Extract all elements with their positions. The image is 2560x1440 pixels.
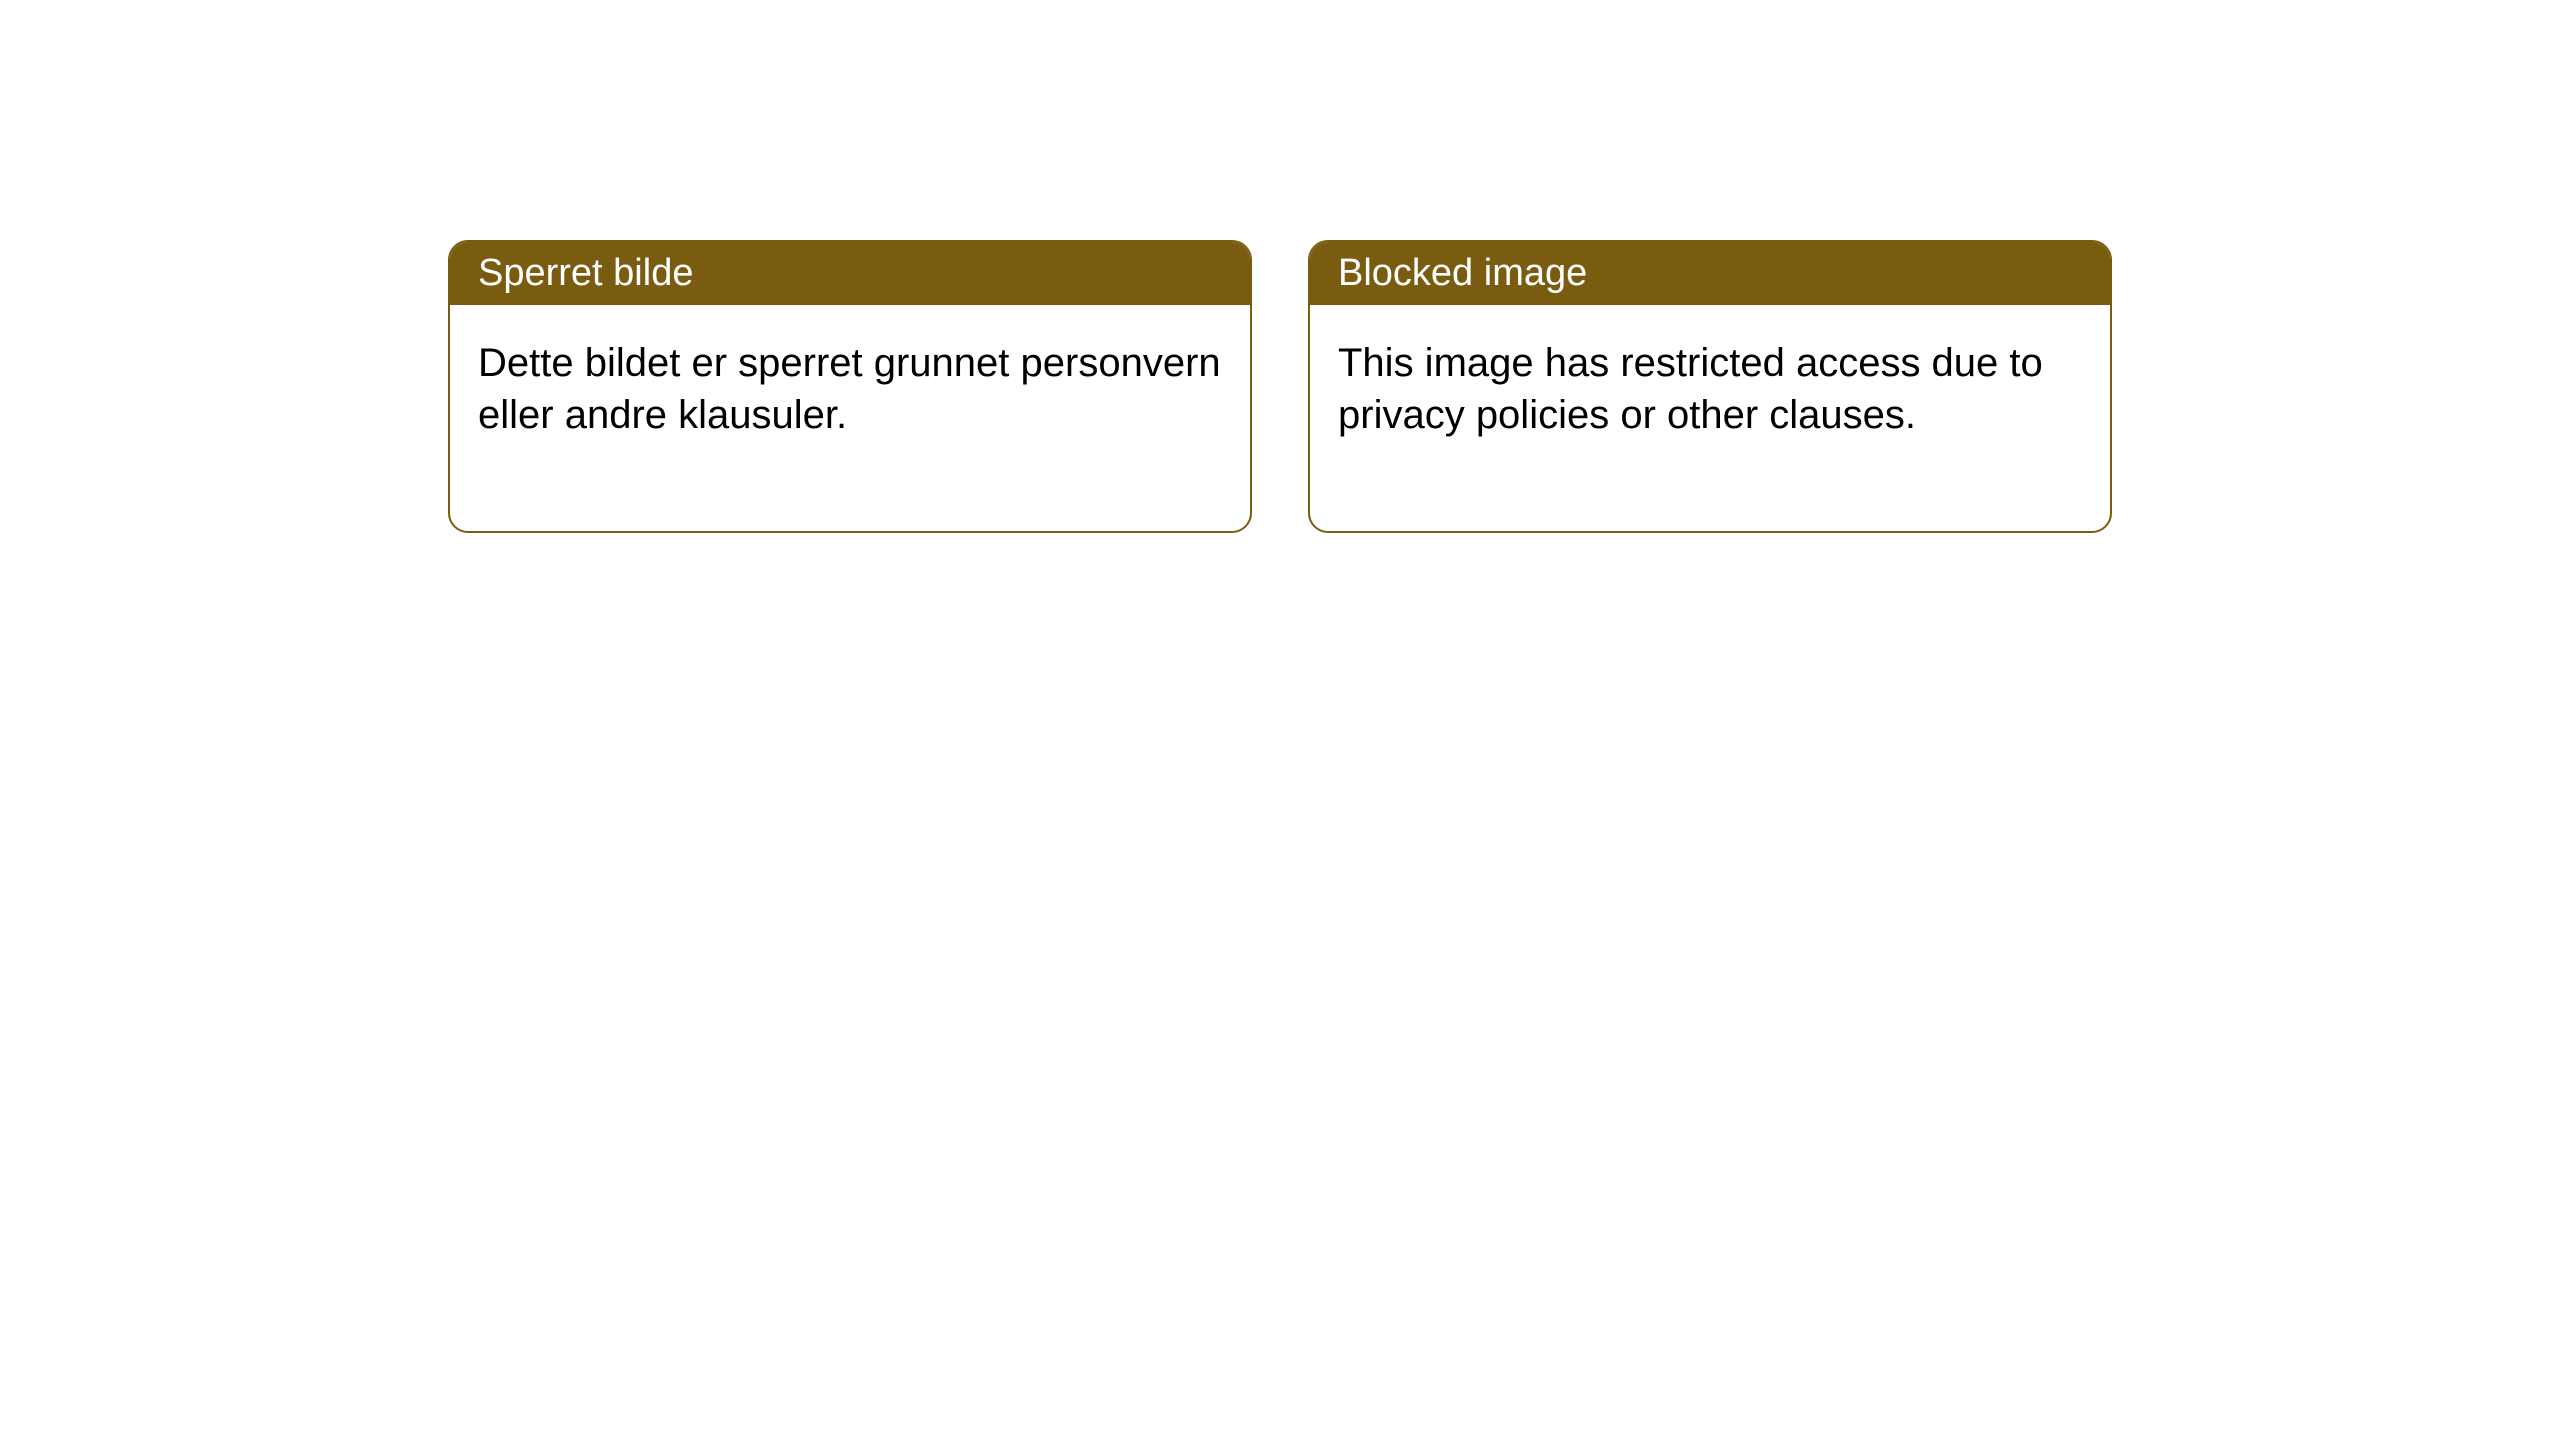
card-header: Blocked image (1310, 242, 2110, 305)
notice-card-norwegian: Sperret bilde Dette bildet er sperret gr… (448, 240, 1252, 533)
notice-container: Sperret bilde Dette bildet er sperret gr… (0, 0, 2560, 533)
card-body-text: This image has restricted access due to … (1338, 341, 2043, 437)
card-body-text: Dette bildet er sperret grunnet personve… (478, 341, 1221, 437)
notice-card-english: Blocked image This image has restricted … (1308, 240, 2112, 533)
card-header-text: Blocked image (1338, 252, 1587, 294)
card-body: Dette bildet er sperret grunnet personve… (450, 305, 1250, 531)
card-body: This image has restricted access due to … (1310, 305, 2110, 531)
card-header-text: Sperret bilde (478, 252, 693, 294)
card-header: Sperret bilde (450, 242, 1250, 305)
